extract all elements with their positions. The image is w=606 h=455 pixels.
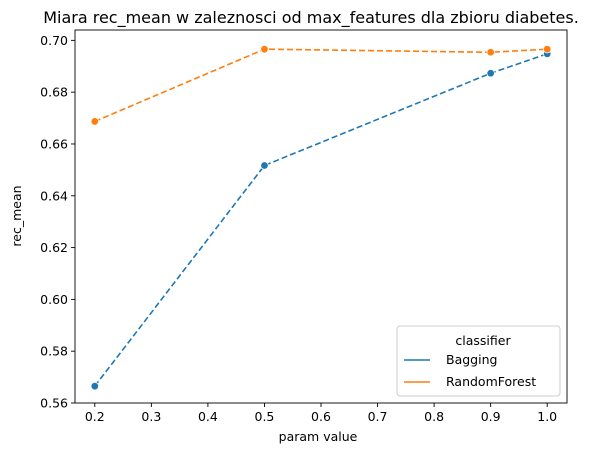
y-axis-label: rec_mean — [9, 185, 24, 246]
x-axis-ticks: 0.2 0.3 0.4 0.5 0.6 0.7 0.8 0.9 1.0 — [85, 403, 557, 424]
data-point-randomforest — [543, 44, 552, 54]
y-tick-label: 0.66 — [40, 136, 68, 151]
x-tick-label: 0.4 — [198, 409, 218, 424]
chart-title: Miara rec_mean w zaleznosci od max_featu… — [43, 8, 579, 28]
data-point-randomforest — [486, 48, 495, 57]
y-tick-label: 0.56 — [40, 396, 68, 411]
x-axis-label: param value — [279, 429, 358, 444]
x-tick-label: 0.5 — [255, 409, 275, 424]
legend: classifier Bagging RandomForest — [396, 325, 561, 397]
y-axis-ticks: 0.56 0.58 0.60 0.62 0.64 0.66 0.68 0.70 — [40, 33, 75, 411]
data-point-bagging — [90, 381, 99, 391]
series-line-bagging — [94, 53, 548, 387]
x-tick-label: 1.0 — [537, 409, 557, 424]
x-tick-label: 0.9 — [481, 409, 501, 424]
y-tick-label: 0.68 — [40, 85, 68, 100]
x-tick-label: 0.6 — [311, 409, 331, 424]
y-tick-label: 0.70 — [40, 33, 68, 48]
legend-label-bagging: Bagging — [446, 352, 497, 367]
x-tick-label: 0.2 — [85, 409, 105, 424]
data-point-bagging — [486, 69, 495, 78]
x-tick-label: 0.8 — [424, 409, 444, 424]
legend-box — [396, 325, 561, 397]
x-tick-label: 0.3 — [141, 409, 161, 424]
legend-title: classifier — [455, 333, 511, 348]
y-tick-label: 0.60 — [40, 292, 68, 307]
y-tick-label: 0.64 — [40, 188, 68, 203]
y-tick-label: 0.62 — [40, 240, 68, 255]
data-point-randomforest — [90, 117, 99, 126]
x-tick-label: 0.7 — [368, 409, 388, 424]
data-point-bagging — [260, 161, 269, 170]
data-point-randomforest — [260, 44, 269, 54]
y-tick-label: 0.58 — [40, 344, 68, 359]
series-line-randomforest — [94, 48, 548, 123]
series-layer — [90, 44, 552, 391]
legend-label-randomforest: RandomForest — [446, 374, 536, 389]
